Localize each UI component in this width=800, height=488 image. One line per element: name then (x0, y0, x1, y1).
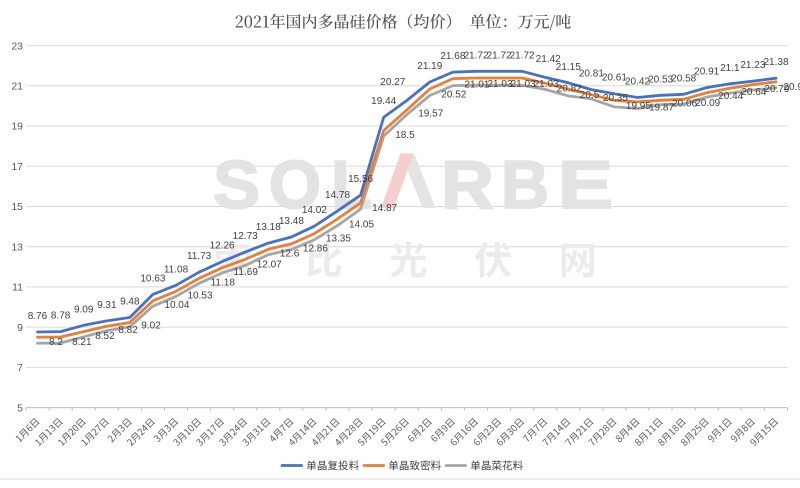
svg-text:21.72: 21.72 (510, 50, 535, 61)
svg-text:21.19: 21.19 (417, 61, 442, 72)
svg-text:19.87: 19.87 (649, 103, 674, 114)
svg-text:20.35: 20.35 (603, 93, 628, 104)
svg-text:20.44: 20.44 (718, 91, 743, 102)
svg-text:19.44: 19.44 (371, 96, 396, 107)
svg-text:14.78: 14.78 (325, 190, 350, 201)
svg-text:13.48: 13.48 (279, 216, 304, 227)
svg-text:9.02: 9.02 (141, 321, 161, 332)
svg-text:15.56: 15.56 (348, 174, 373, 185)
svg-text:13.35: 13.35 (326, 234, 351, 245)
svg-text:11.08: 11.08 (164, 264, 189, 275)
svg-text:21.72: 21.72 (463, 50, 488, 61)
svg-text:23: 23 (11, 40, 23, 52)
svg-text:21.68: 21.68 (440, 51, 465, 62)
svg-text:19: 19 (11, 121, 23, 133)
svg-text:13.18: 13.18 (256, 222, 281, 233)
svg-text:9.48: 9.48 (120, 297, 140, 308)
svg-text:12.86: 12.86 (303, 244, 328, 255)
svg-text:20.27: 20.27 (380, 77, 405, 88)
svg-text:20.82: 20.82 (557, 83, 582, 94)
svg-text:5: 5 (17, 402, 23, 414)
svg-text:12.6: 12.6 (280, 249, 300, 260)
svg-text:9.09: 9.09 (74, 304, 94, 315)
svg-text:21.01: 21.01 (464, 80, 489, 91)
svg-text:14.02: 14.02 (302, 205, 327, 216)
svg-text:8.21: 8.21 (72, 337, 92, 348)
svg-text:12.26: 12.26 (210, 241, 235, 252)
svg-text:20.61: 20.61 (602, 73, 627, 84)
svg-text:8.76: 8.76 (28, 311, 48, 322)
svg-text:7: 7 (17, 362, 23, 374)
svg-text:10.53: 10.53 (188, 290, 213, 301)
svg-text:9: 9 (17, 322, 23, 334)
svg-text:21.72: 21.72 (487, 50, 512, 61)
svg-text:B: B (501, 147, 549, 223)
svg-text:8.78: 8.78 (51, 311, 71, 322)
svg-text:E: E (558, 147, 613, 223)
svg-text:10.63: 10.63 (140, 273, 165, 284)
svg-text:R: R (441, 147, 494, 223)
svg-text:21.15: 21.15 (556, 62, 581, 73)
svg-text:14.87: 14.87 (372, 203, 397, 214)
svg-text:19.95: 19.95 (626, 101, 651, 112)
svg-text:20.5: 20.5 (580, 90, 600, 101)
svg-text:20.58: 20.58 (671, 73, 696, 84)
svg-text:17: 17 (11, 161, 23, 173)
svg-text:S: S (213, 147, 260, 223)
svg-text:11.69: 11.69 (234, 267, 259, 278)
svg-text:14.05: 14.05 (349, 220, 374, 231)
svg-text:21.23: 21.23 (740, 60, 765, 71)
svg-text:9.31: 9.31 (97, 300, 117, 311)
svg-text:21.03: 21.03 (511, 79, 536, 90)
svg-text:20.06: 20.06 (672, 99, 697, 110)
svg-text:20.09: 20.09 (695, 98, 720, 109)
svg-text:8.82: 8.82 (118, 325, 138, 336)
svg-text:21.1: 21.1 (720, 63, 740, 74)
svg-text:20.42: 20.42 (625, 77, 650, 88)
svg-text:20.52: 20.52 (441, 90, 466, 101)
svg-text:21.03: 21.03 (488, 79, 513, 90)
svg-text:18.5: 18.5 (395, 130, 415, 141)
svg-text:11.73: 11.73 (187, 251, 212, 262)
svg-text:20.53: 20.53 (648, 74, 673, 85)
svg-text:20.64: 20.64 (741, 87, 766, 98)
svg-text:20.9: 20.9 (784, 82, 800, 93)
svg-text:15: 15 (11, 201, 23, 213)
svg-text:11.18: 11.18 (211, 277, 236, 288)
svg-text:21.38: 21.38 (763, 57, 788, 68)
svg-text:20.81: 20.81 (579, 69, 604, 80)
svg-text:11: 11 (12, 282, 23, 294)
svg-text:21.03: 21.03 (534, 79, 559, 90)
svg-text:10.04: 10.04 (164, 300, 189, 311)
svg-text:12.73: 12.73 (233, 231, 258, 242)
svg-text:8.52: 8.52 (95, 331, 115, 342)
svg-text:13: 13 (11, 241, 23, 253)
svg-text:8.2: 8.2 (49, 337, 63, 348)
svg-text:19.57: 19.57 (418, 109, 443, 120)
svg-text:20.91: 20.91 (694, 67, 719, 78)
svg-text:12.07: 12.07 (257, 259, 282, 270)
svg-text:21: 21 (11, 81, 23, 93)
